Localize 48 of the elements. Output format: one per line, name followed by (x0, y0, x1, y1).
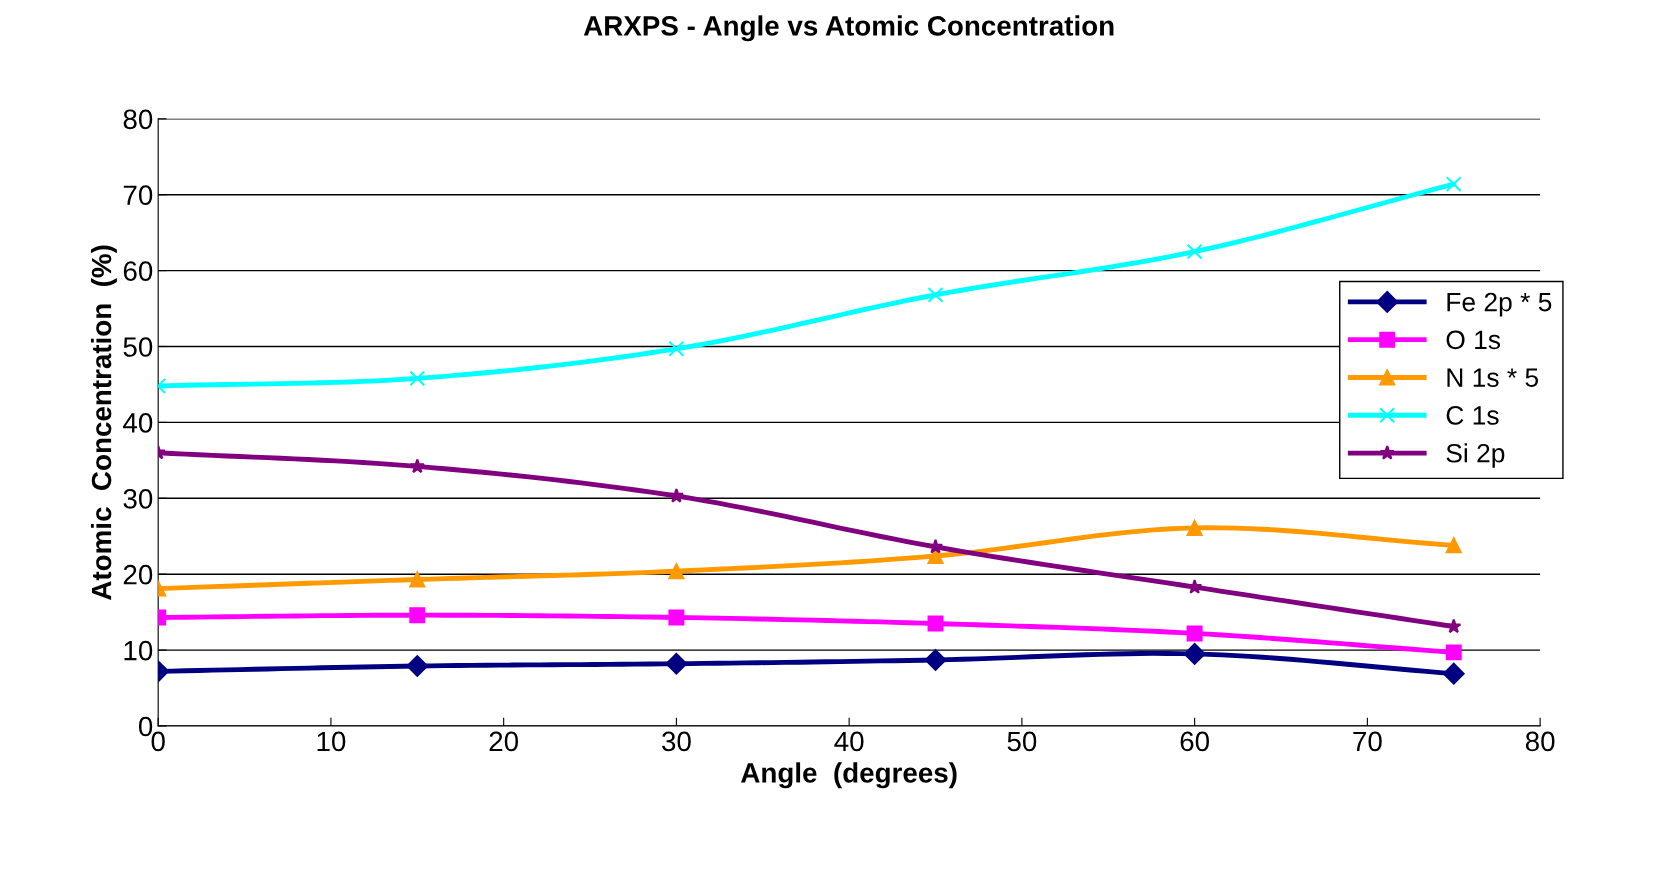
y-tick-label: 70 (123, 185, 153, 206)
point (927, 615, 944, 632)
chart-title: ARXPS - Angle vs Atomic Concentration (583, 15, 1114, 42)
point (1186, 519, 1203, 536)
point (665, 652, 688, 675)
point (924, 649, 947, 671)
point (409, 458, 425, 474)
point (1186, 243, 1203, 260)
y-tick-label: 80 (123, 109, 153, 130)
y-tick-label: 40 (123, 413, 153, 433)
point (409, 370, 426, 387)
point (668, 488, 685, 503)
point (1183, 643, 1206, 665)
legend-label: Si 2p (1446, 443, 1505, 468)
x-tick-label: 40 (834, 731, 864, 752)
legend-label: O 1s (1446, 330, 1501, 350)
y-tick-label: 60 (123, 261, 153, 281)
point (1445, 644, 1462, 661)
x-tick-label: 30 (662, 731, 691, 752)
x-tick-label: 20 (489, 731, 519, 752)
x-tick-label: 50 (1007, 731, 1037, 752)
point (1445, 176, 1462, 193)
y-axis-title: Atomic Concentration (%) (90, 245, 117, 600)
point (668, 340, 685, 357)
legend-label: C 1s (1446, 406, 1499, 425)
x-tick-label: 60 (1180, 731, 1209, 752)
x-tick-label: 10 (317, 731, 346, 752)
x-tick-label: 70 (1353, 731, 1382, 752)
point (409, 571, 426, 588)
point (406, 655, 429, 677)
y-tick-label: 30 (123, 488, 153, 509)
point (1445, 537, 1462, 554)
y-tick-label: 0 (138, 716, 153, 737)
point (1446, 618, 1462, 634)
y-tick-label: 50 (123, 337, 153, 357)
point (1442, 662, 1465, 685)
point (668, 563, 685, 580)
legend-label: Fe 2p * 5 (1447, 292, 1552, 317)
legend-label: N 1s * 5 (1447, 368, 1539, 387)
x-tick-label: 80 (1525, 731, 1555, 752)
point (927, 286, 944, 303)
point (927, 538, 944, 554)
point (1186, 625, 1203, 642)
y-tick-label: 20 (123, 564, 153, 585)
x-axis-title: Angle (degrees) (741, 762, 957, 789)
point (409, 607, 426, 624)
y-tick-label: 10 (124, 640, 153, 661)
point (668, 609, 685, 626)
